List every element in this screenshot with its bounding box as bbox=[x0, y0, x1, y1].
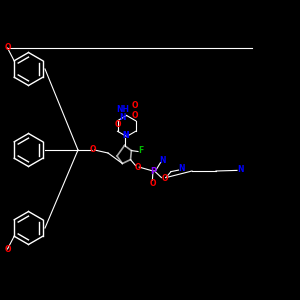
Text: N: N bbox=[122, 130, 128, 140]
Text: O: O bbox=[161, 174, 168, 183]
Text: N: N bbox=[122, 130, 128, 140]
Text: N: N bbox=[237, 165, 243, 174]
Text: P: P bbox=[150, 167, 156, 176]
Text: O: O bbox=[132, 100, 138, 109]
Text: O: O bbox=[131, 111, 138, 120]
Text: O: O bbox=[4, 44, 11, 52]
Text: N: N bbox=[178, 164, 185, 173]
Text: O: O bbox=[135, 163, 141, 172]
Text: N: N bbox=[120, 112, 126, 122]
Text: O: O bbox=[89, 145, 96, 154]
Text: F: F bbox=[138, 146, 143, 155]
Text: NH: NH bbox=[116, 105, 130, 114]
Text: O: O bbox=[149, 179, 156, 188]
Text: O: O bbox=[115, 120, 122, 129]
Text: O: O bbox=[4, 244, 11, 253]
Text: N: N bbox=[159, 156, 165, 165]
